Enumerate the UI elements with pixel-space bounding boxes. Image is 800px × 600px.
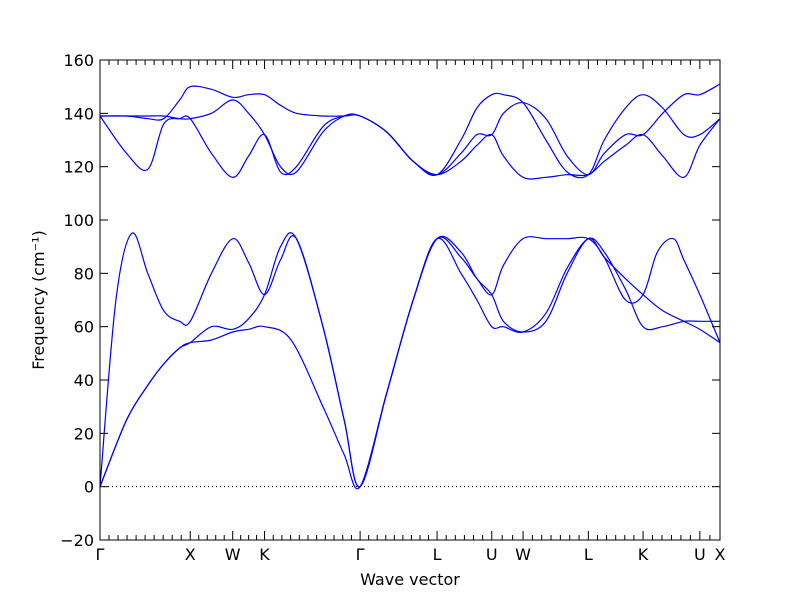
band-6-line [99,83,721,176]
y-axis-label: Frequency (cm⁻¹) [29,230,48,369]
x-tick-label: L [584,545,593,564]
band-3-line [99,232,721,488]
y-tick-label: 120 [63,158,94,177]
y-tick-label: 0 [84,478,94,497]
x-tick-label: Γ [96,545,105,564]
x-tick-label: L [433,545,442,564]
y-tick-label: 100 [63,211,94,230]
band-5-line [99,92,721,179]
x-tick-label: X [185,545,196,564]
x-tick-label: X [715,545,726,564]
x-tick-label: W [225,545,241,564]
y-tick-label: 40 [74,371,94,390]
y-tick-label: −20 [60,531,94,550]
band-1-line [99,237,720,490]
x-tick-label: K [638,545,649,564]
x-axis-label: Wave vector [360,570,460,589]
y-tick-label: 20 [74,424,94,443]
plot-frame [99,59,721,541]
x-tick-label: U [694,545,706,564]
x-tick-label: Γ [356,545,365,564]
x-tick-label: W [515,545,531,564]
bands-group [99,83,721,490]
y-tick-label: 60 [74,318,94,337]
band-2-line [99,232,721,488]
x-tick-label: K [259,545,270,564]
band-4-line [99,113,721,180]
y-tick-label: 160 [63,51,94,70]
y-tick-label: 140 [63,104,94,123]
y-tick-label: 80 [74,264,94,283]
y-axis: −20 0 20 40 60 80 100 120 140 160 [60,51,720,550]
x-tick-label: U [486,545,498,564]
